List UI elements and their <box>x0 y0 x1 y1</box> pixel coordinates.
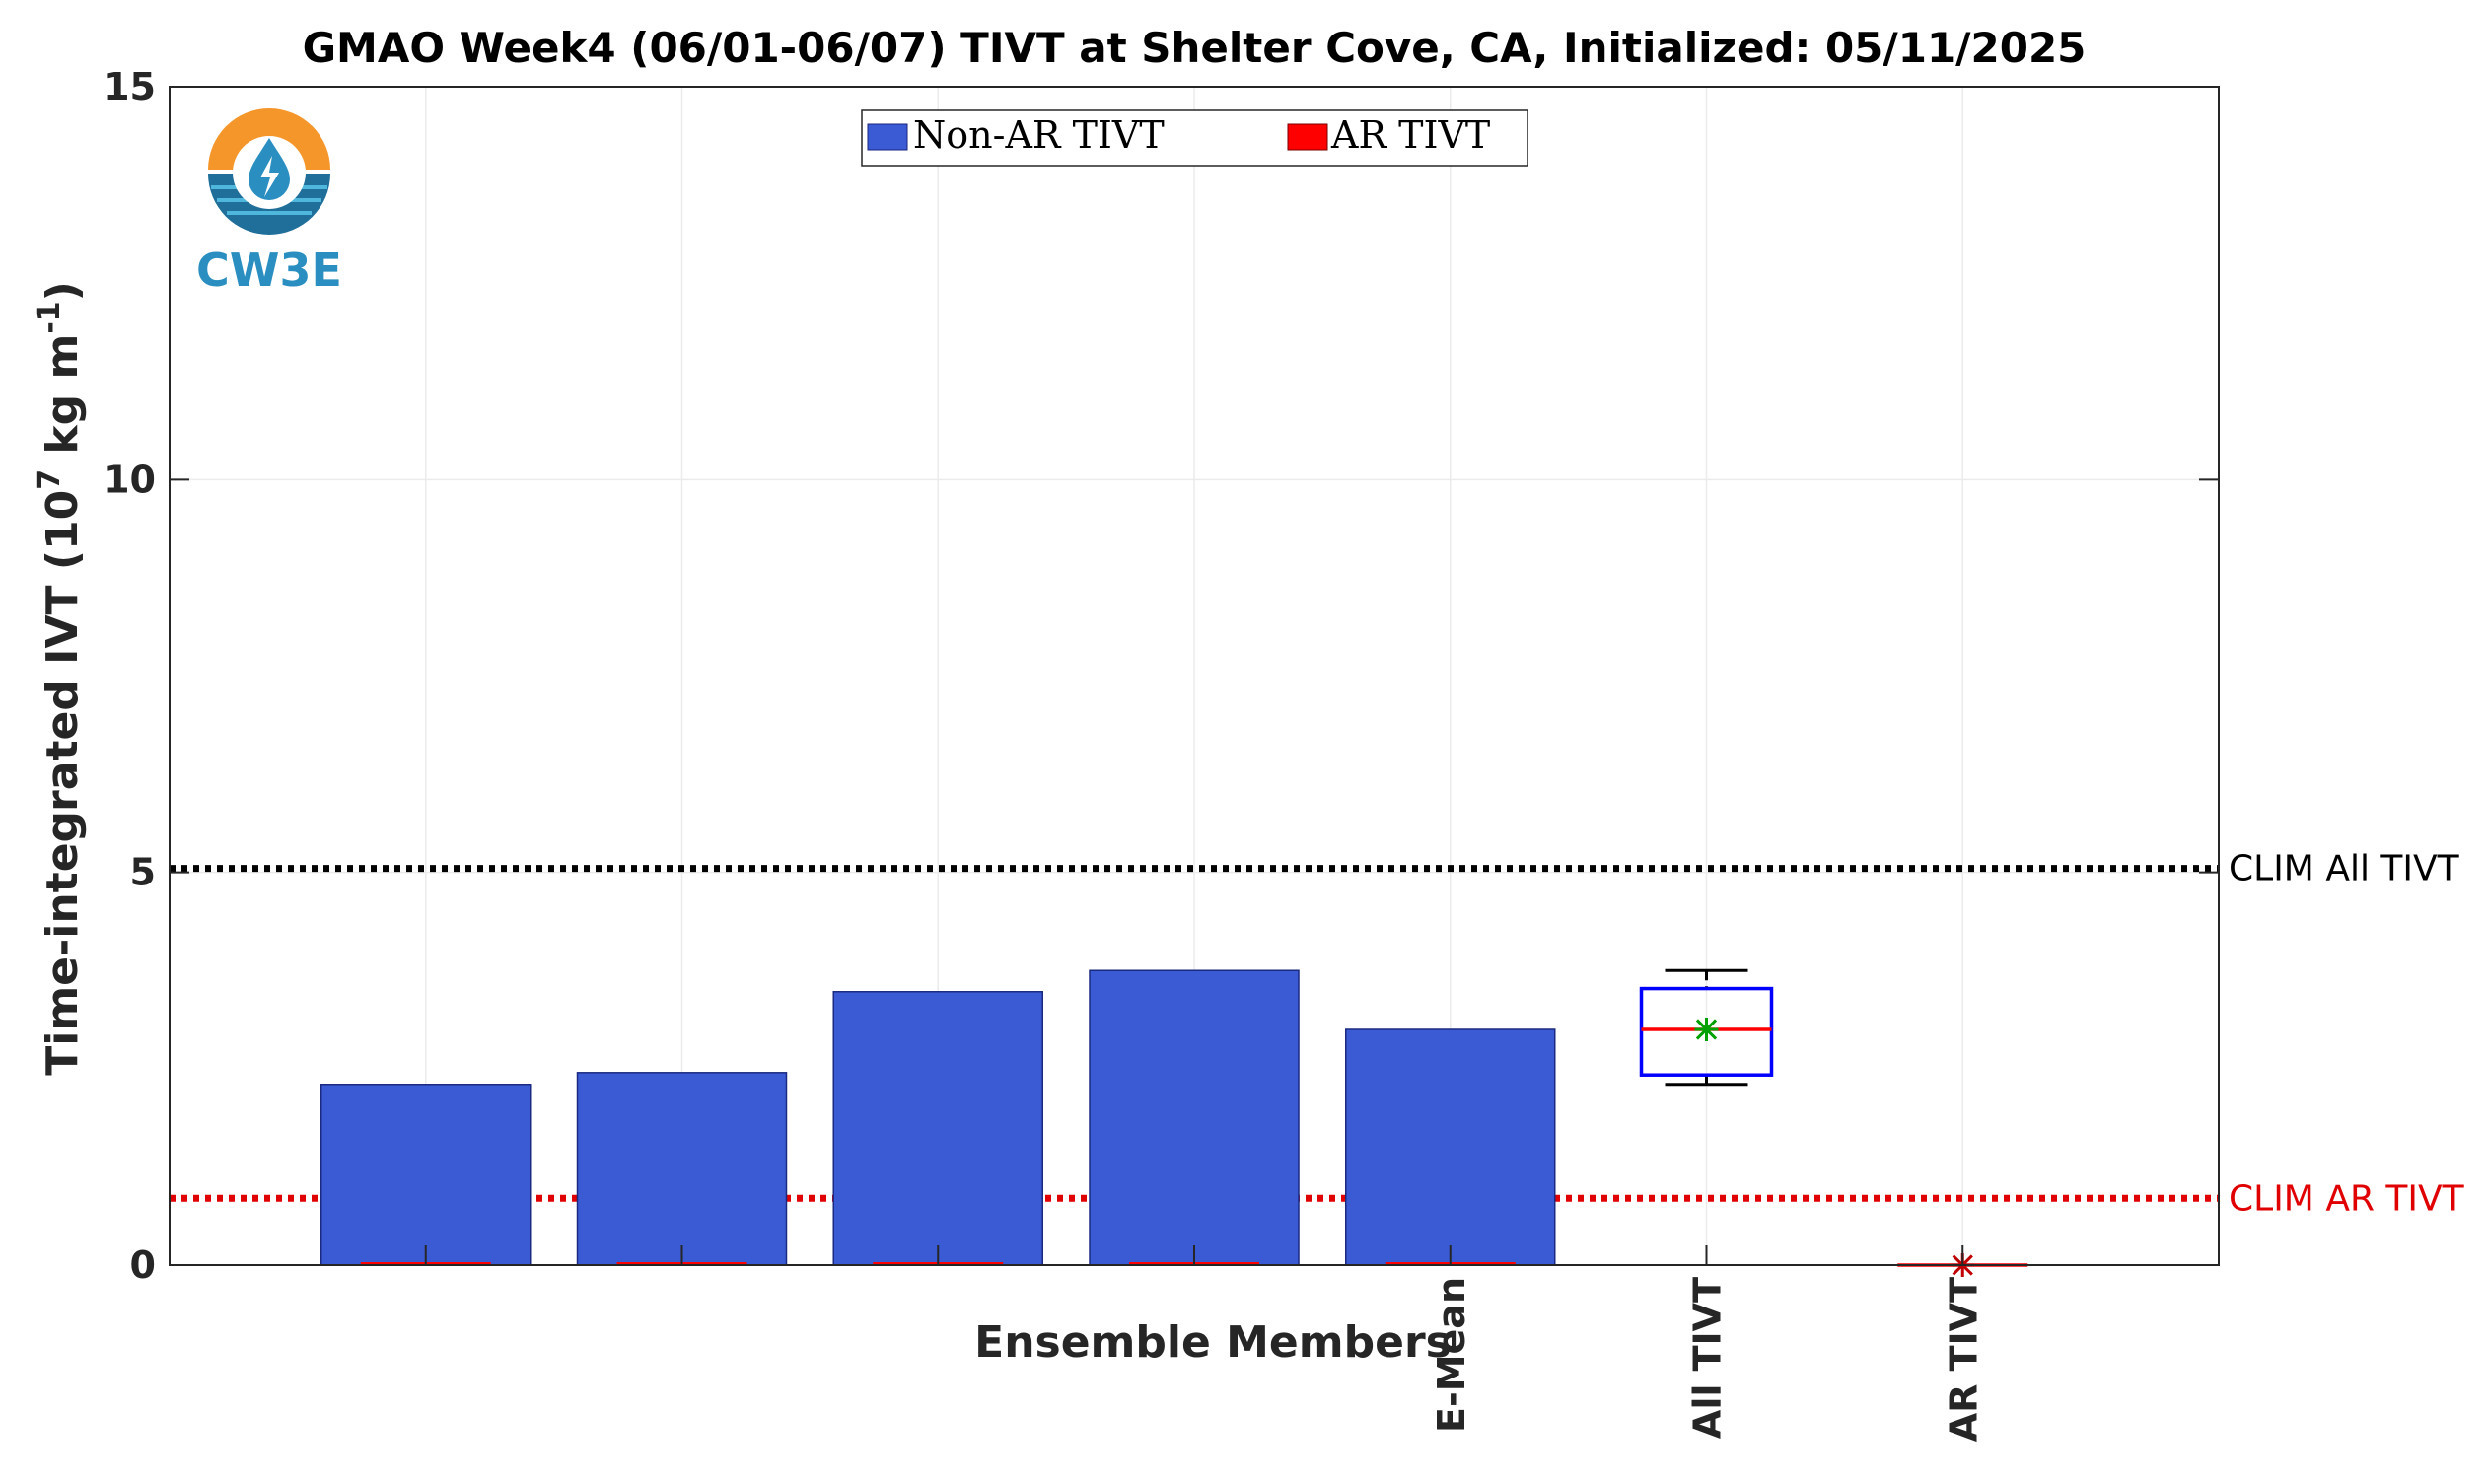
y-label-end: ) <box>37 281 88 301</box>
x-tick-label-5: All TIVT <box>1686 1277 1730 1439</box>
x-tick-label-6: AR TIVT <box>1942 1277 1985 1442</box>
reference-labels: CLIM All TIVT CLIM AR TIVT <box>2229 849 2465 1220</box>
x-tick-label-4: E-Mean <box>1430 1277 1473 1433</box>
y-label-sup2: -1 <box>33 301 67 333</box>
y-axis-label: Time-integrated IVT (107 kg m-1) <box>33 281 88 1076</box>
legend-box <box>861 109 1528 167</box>
bar-non-ar-2 <box>832 991 1043 1266</box>
grid-lines <box>170 86 2219 1266</box>
bar-non-ar-3 <box>1089 969 1300 1266</box>
legend-swatch-ar <box>1287 123 1328 151</box>
logo-text: CW3E <box>196 244 342 297</box>
y-label-sup1: 7 <box>33 469 67 490</box>
legend-label-ar: AR TIVT <box>1330 113 1490 157</box>
chart-title: GMAO Week4 (06/01-06/07) TIVT at Shelter… <box>303 24 2087 72</box>
mean-marker-0 <box>1694 1018 1719 1041</box>
logo-bolt-icon <box>260 156 279 197</box>
legend-swatch-non-ar <box>867 123 908 151</box>
y-label-main: Time-integrated IVT (10 <box>37 490 88 1076</box>
reference-label-1: CLIM AR TIVT <box>2229 1178 2465 1219</box>
bars <box>320 969 1556 1266</box>
bar-non-ar-0 <box>320 1084 532 1266</box>
reference-label-0: CLIM All TIVT <box>2229 849 2460 889</box>
y-tick-label-0: 0 <box>130 1243 156 1287</box>
legend: Non-AR TIVT AR TIVT <box>861 109 1528 167</box>
y-tick-label-2: 10 <box>104 458 156 501</box>
legend-label-non-ar: Non-AR TIVT <box>913 113 1165 157</box>
mean-marker-d2-0 <box>1695 1019 1718 1040</box>
box-0 <box>1639 986 1774 1077</box>
bar-non-ar-4 <box>1345 1028 1556 1266</box>
x-axis-label: Ensemble Members <box>974 1317 1452 1368</box>
y-axis-ticks: 0 5 10 15 <box>104 65 2219 1287</box>
x-axis-ticks: E-Mean All TIVT AR TIVT <box>424 1245 1985 1442</box>
y-tick-label-1: 5 <box>130 851 156 894</box>
y-label-mid: kg m <box>37 334 88 469</box>
y-tick-label-3: 15 <box>104 65 156 108</box>
reference-lines <box>170 865 2219 1202</box>
bar-non-ar-1 <box>576 1072 788 1266</box>
cw3e-logo: CW3E <box>196 108 342 297</box>
